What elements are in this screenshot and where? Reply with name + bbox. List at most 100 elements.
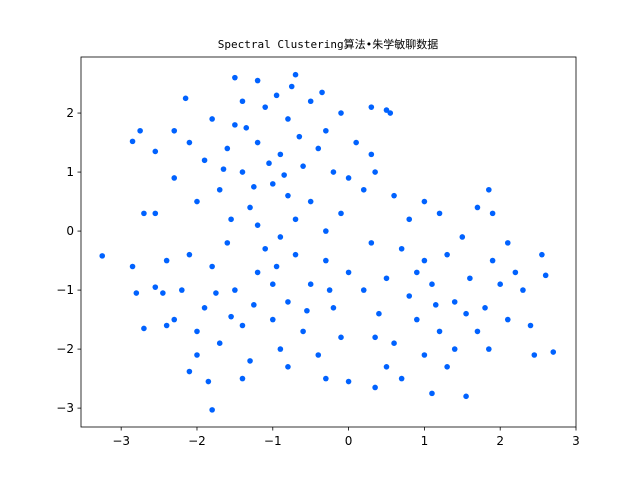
point bbox=[281, 172, 287, 178]
point bbox=[300, 328, 306, 335]
point bbox=[254, 269, 261, 276]
point bbox=[330, 169, 337, 175]
point bbox=[209, 263, 215, 270]
point bbox=[152, 210, 159, 217]
point bbox=[194, 328, 200, 335]
point bbox=[141, 210, 147, 217]
point bbox=[201, 304, 208, 311]
point bbox=[315, 145, 322, 152]
point bbox=[209, 116, 215, 122]
point bbox=[315, 352, 322, 358]
point bbox=[520, 287, 526, 293]
point bbox=[228, 216, 234, 223]
point bbox=[489, 210, 496, 217]
point bbox=[489, 257, 496, 264]
point bbox=[209, 407, 215, 413]
point bbox=[376, 310, 382, 317]
x-tick-label: −2 bbox=[188, 434, 206, 448]
point bbox=[129, 263, 136, 270]
point bbox=[504, 316, 511, 323]
x-tick-label: −3 bbox=[112, 434, 130, 448]
point bbox=[137, 127, 143, 134]
point bbox=[323, 257, 329, 264]
point bbox=[451, 346, 458, 352]
point bbox=[186, 251, 193, 258]
point bbox=[254, 77, 261, 84]
point bbox=[353, 139, 359, 146]
point bbox=[307, 281, 314, 287]
point bbox=[391, 340, 397, 347]
point bbox=[414, 269, 420, 276]
point bbox=[254, 222, 261, 228]
point bbox=[345, 175, 352, 181]
point bbox=[163, 322, 170, 329]
point bbox=[129, 138, 136, 145]
point bbox=[345, 378, 352, 385]
point bbox=[232, 122, 238, 128]
point bbox=[194, 352, 200, 358]
point bbox=[372, 384, 378, 391]
point bbox=[171, 175, 178, 181]
point bbox=[307, 198, 314, 205]
point bbox=[285, 116, 291, 122]
point bbox=[285, 299, 291, 305]
point bbox=[459, 234, 466, 240]
point bbox=[323, 375, 329, 382]
point bbox=[99, 253, 106, 259]
point bbox=[285, 192, 291, 199]
point bbox=[406, 216, 413, 223]
point bbox=[277, 234, 284, 240]
point bbox=[251, 184, 257, 190]
point bbox=[273, 263, 280, 270]
point bbox=[383, 275, 390, 282]
point bbox=[292, 216, 299, 223]
x-tick-label: 3 bbox=[572, 434, 580, 448]
point bbox=[262, 104, 269, 110]
point bbox=[383, 107, 390, 113]
point bbox=[383, 364, 390, 370]
point bbox=[239, 98, 246, 105]
y-tick-label: −3 bbox=[56, 401, 74, 415]
point bbox=[224, 240, 231, 246]
chart-title: Spectral Clustering算法•朱学敏聊数据 bbox=[218, 37, 438, 51]
point bbox=[266, 160, 272, 167]
point bbox=[186, 368, 193, 375]
point bbox=[213, 290, 219, 296]
point bbox=[216, 186, 223, 193]
point bbox=[277, 151, 284, 158]
point bbox=[550, 349, 557, 355]
point bbox=[368, 240, 375, 246]
point bbox=[247, 204, 253, 211]
point bbox=[152, 284, 159, 290]
point bbox=[171, 127, 178, 134]
y-tick-label: −1 bbox=[56, 283, 74, 297]
point bbox=[273, 92, 280, 99]
point bbox=[467, 275, 473, 282]
point bbox=[436, 328, 443, 335]
x-tick-label: 0 bbox=[345, 434, 353, 448]
y-tick-label: −2 bbox=[56, 342, 74, 356]
point bbox=[542, 272, 549, 279]
point bbox=[372, 169, 378, 175]
point bbox=[504, 240, 511, 246]
point bbox=[444, 251, 450, 258]
point bbox=[163, 257, 170, 264]
plot-frame bbox=[80, 56, 577, 428]
point bbox=[224, 145, 231, 152]
point bbox=[338, 334, 344, 341]
point bbox=[429, 390, 435, 397]
point bbox=[527, 322, 534, 329]
point bbox=[239, 375, 246, 382]
point bbox=[338, 110, 344, 116]
y-tick-label: 0 bbox=[66, 224, 74, 238]
point bbox=[486, 346, 492, 352]
point bbox=[300, 163, 306, 169]
point bbox=[444, 364, 450, 370]
point bbox=[463, 393, 469, 400]
point bbox=[398, 375, 405, 382]
x-tick-label: 1 bbox=[421, 434, 429, 448]
point bbox=[179, 287, 185, 293]
point bbox=[182, 95, 189, 102]
